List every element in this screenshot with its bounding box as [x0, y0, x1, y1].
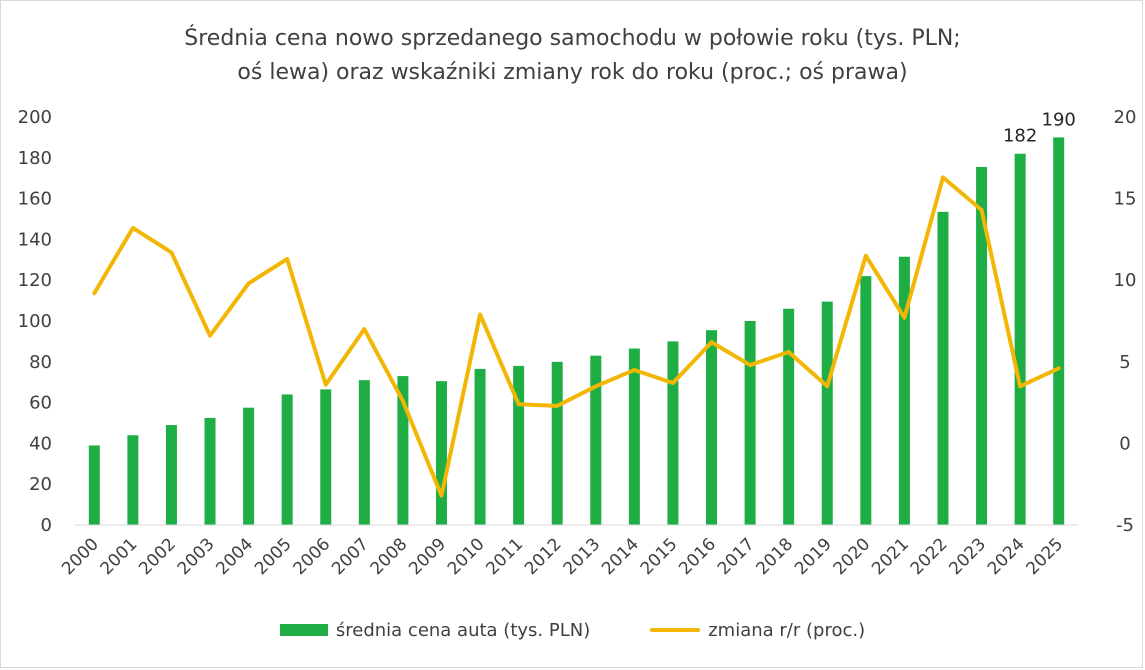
left-tick-label: 100 — [18, 311, 52, 332]
bar-2015 — [667, 341, 679, 525]
chart-title-line-1: Średnia cena nowo sprzedanego samochodu … — [184, 26, 961, 51]
x-tick-label: 2004 — [212, 534, 257, 579]
right-tick-label: 10 — [1114, 270, 1137, 291]
x-tick-label: 2013 — [560, 534, 605, 579]
bar-2020 — [860, 276, 872, 525]
bar-2008 — [397, 376, 409, 525]
x-axis: 2000200120022003200420052006200720082009… — [58, 524, 1078, 579]
chart-title: Średnia cena nowo sprzedanego samochodu … — [0, 22, 1145, 90]
bar-series — [88, 137, 1065, 526]
left-tick-label: 60 — [29, 393, 52, 414]
bar-2023 — [976, 166, 988, 526]
x-tick-label: 2008 — [367, 534, 412, 579]
bar-2011 — [513, 365, 525, 525]
x-tick-label: 2011 — [482, 534, 527, 579]
left-tick-label: 120 — [18, 270, 52, 291]
legend-item-bars: średnia cena auta (tys. PLN) — [279, 619, 591, 641]
bar-2005 — [281, 394, 293, 525]
line-series — [92, 175, 1061, 498]
bar-2000 — [88, 445, 100, 525]
legend-swatch-line — [650, 628, 701, 632]
left-tick-label: 0 — [41, 515, 52, 536]
x-tick-label: 2022 — [907, 534, 952, 579]
x-tick-label: 2000 — [58, 534, 103, 579]
right-tick-label: 20 — [1114, 107, 1137, 128]
x-tick-label: 2015 — [637, 534, 682, 579]
bar-2018 — [783, 308, 795, 525]
x-tick-label: 2002 — [135, 534, 180, 579]
left-tick-label: 200 — [18, 107, 52, 128]
right-tick-label: -5 — [1116, 515, 1134, 536]
bar-2006 — [320, 389, 332, 525]
x-tick-label: 2024 — [984, 534, 1029, 579]
right-tick-label: 5 — [1119, 352, 1130, 373]
x-tick-label: 2003 — [174, 534, 219, 579]
left-tick-label: 40 — [29, 433, 52, 454]
right-axis: -5 0 5 10 15 20 — [1114, 107, 1137, 536]
bar-2012 — [551, 361, 563, 525]
right-tick-label: 0 — [1119, 433, 1130, 454]
x-tick-label: 2014 — [598, 534, 643, 579]
left-axis: 0 20 40 60 80 100 120 140 160 180 200 — [18, 107, 52, 536]
bar-2022 — [937, 211, 949, 526]
bar-2001 — [127, 435, 139, 525]
x-tick-label: 2016 — [675, 534, 720, 579]
x-tick-label: 2012 — [521, 534, 566, 579]
bar-2016 — [706, 330, 718, 525]
x-tick-label: 2010 — [444, 534, 489, 579]
x-tick-label: 2007 — [328, 534, 373, 579]
bar-2009 — [435, 381, 447, 525]
right-tick-label: 15 — [1114, 189, 1137, 210]
legend-swatch-bars — [279, 624, 328, 636]
x-tick-label: 2021 — [868, 534, 913, 579]
legend-label-line: zmiana r/r (proc.) — [708, 619, 866, 641]
x-tick-label: 2019 — [791, 534, 836, 579]
x-tick-label: 2020 — [830, 534, 875, 579]
bar-2007 — [358, 380, 370, 525]
x-tick-label: 2006 — [290, 534, 335, 579]
legend-item-line: zmiana r/r (proc.) — [650, 620, 865, 641]
x-tick-label: 2025 — [1023, 534, 1068, 579]
line-zmiana-rr — [92, 175, 1061, 498]
legend: średnia cena auta (tys. PLN) zmiana r/r … — [0, 618, 1145, 642]
x-tick-label: 2017 — [714, 534, 759, 579]
data-label-2024: 182 — [1003, 126, 1037, 147]
bar-2013 — [590, 355, 602, 525]
bar-2002 — [165, 425, 177, 525]
x-tick-label: 2001 — [97, 534, 142, 579]
left-tick-label: 80 — [29, 352, 52, 373]
bar-2021 — [898, 256, 910, 525]
bar-2010 — [474, 368, 486, 525]
left-tick-label: 140 — [18, 229, 52, 250]
data-label-2025: 190 — [1042, 109, 1076, 130]
x-tick-label: 2005 — [251, 534, 296, 579]
bar-2017 — [744, 321, 756, 525]
left-tick-label: 20 — [29, 474, 52, 495]
legend-label-bars: średnia cena auta (tys. PLN) — [335, 619, 591, 641]
x-tick-label: 2023 — [945, 534, 990, 579]
bar-2003 — [204, 417, 216, 525]
left-tick-label: 160 — [18, 189, 52, 210]
bar-2025 — [1053, 137, 1065, 525]
chart-title-line-2: oś lewa) oraz wskaźniki zmiany rok do ro… — [237, 60, 908, 85]
x-tick-label: 2018 — [752, 534, 797, 579]
bar-2024 — [1014, 153, 1026, 525]
x-tick-label: 2009 — [405, 534, 450, 579]
bar-2019 — [821, 301, 833, 525]
bar-2014 — [628, 348, 640, 525]
left-tick-label: 180 — [18, 148, 52, 169]
bar-2004 — [243, 407, 255, 525]
